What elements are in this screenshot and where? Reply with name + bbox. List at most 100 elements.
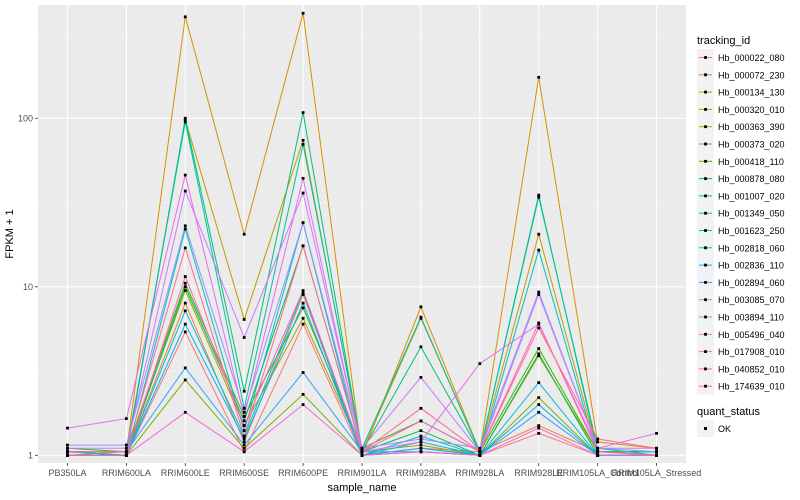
data-point-Hb_002836_110-RRIM600PE (301, 301, 305, 305)
data-point-Hb_174639_010-RRIM600PE (301, 244, 305, 248)
data-point-Hb_000373_020-RRIM600PE (301, 392, 305, 396)
data-point-Hb_000418_110-RRIM928LE (537, 347, 541, 350)
data-point-Hb_000022_080-RRIM928LE (537, 431, 541, 435)
data-point-Hb_017908_010-RRIM928LE (537, 426, 541, 430)
x-tick-label: RRIM600LA (102, 468, 151, 478)
data-point-Hb_040852_010-RRIM600SE (242, 424, 246, 428)
data-point-Hb_001007_020-RRIM600PE (301, 111, 305, 115)
data-point-Hb_174639_010-RRIM928LA (478, 450, 482, 454)
x-tick-label: RRIM928BA (396, 468, 446, 478)
data-point-Hb_174639_010-RRIM600LE (183, 246, 187, 250)
data-point-Hb_000373_020-RRIM928LE (537, 396, 541, 399)
data-point-Hb_003894_110-RRIM600LA (124, 446, 128, 450)
legend-key-point (704, 367, 707, 371)
data-point-Hb_003085_070-PB350LA (66, 443, 69, 447)
data-point-Hb_003894_110-PB350LA (66, 446, 69, 450)
data-point-Hb_003085_070-RRIM928BA (419, 437, 423, 441)
data-point-Hb_003894_110-RRIM901LA (360, 446, 364, 450)
data-point-Hb_174639_010-PB350LA (66, 450, 69, 454)
data-point-Hb_001007_020-RRIM928BA (419, 345, 423, 349)
legend-label: Hb_017908_010 (718, 347, 785, 357)
data-point-Hb_040852_010-PB350LA (66, 453, 69, 457)
data-point-Hb_000363_390-RRIM600LE (183, 289, 187, 292)
data-point-Hb_002894_060-RRIM600SE (242, 443, 246, 447)
data-point-Hb_000022_080-RRIM600LE (183, 330, 187, 334)
data-point-Hb_017908_010-RRIM105LA_Control (596, 453, 600, 457)
data-point-Hb_005496_040-RRIM600LA (124, 417, 128, 421)
data-point-Hb_001623_250-RRIM928LE (537, 248, 541, 252)
legend-label: Hb_001623_250 (718, 226, 785, 236)
data-point-Hb_000418_110-RRIM600PE (301, 306, 305, 310)
legend-key-point (704, 142, 707, 146)
data-point-Hb_002818_060-RRIM600PE (301, 290, 305, 294)
data-point-Hb_000072_230-RRIM928LE (537, 424, 541, 428)
legend-label: Hb_000134_130 (718, 88, 785, 98)
data-point-Hb_002836_110-RRIM928BA (419, 446, 423, 450)
data-point-Hb_000022_080-RRIM600PE (301, 322, 305, 326)
data-point-Hb_017908_010-RRIM928BA (419, 450, 423, 454)
data-point-Hb_000363_390-RRIM928LE (537, 354, 541, 358)
legend-key-point (704, 315, 707, 319)
data-point-Hb_174639_010-RRIM928LE (537, 326, 541, 330)
legend-title: tracking_id (697, 35, 750, 47)
x-tick-label: RRIM105LA_Control (556, 468, 639, 478)
data-point-Hb_000134_130-RRIM928LE (537, 75, 541, 79)
data-point-Hb_002894_060-RRIM600LE (183, 366, 187, 370)
legend-label: Hb_002836_110 (718, 261, 784, 271)
data-point-Hb_174639_010-RRIM600SE (242, 434, 246, 438)
data-point-Hb_000418_110-RRIM600LE (183, 281, 187, 285)
legend-label: Hb_000022_080 (718, 53, 785, 63)
data-point-Hb_003894_110-RRIM600PE (301, 191, 305, 195)
data-point-Hb_003894_110-RRIM600SE (242, 336, 246, 339)
data-point-Hb_000134_130-RRIM600LE (183, 15, 187, 19)
legend-key-point (704, 384, 707, 388)
data-point-Hb_001007_020-RRIM928LE (537, 193, 541, 197)
x-tick-label: RRIM928LA (455, 468, 504, 478)
legend-key-point (704, 281, 707, 284)
data-point-Hb_040852_010-RRIM600LE (183, 275, 187, 278)
legend-quant-status: quant_status OK (697, 406, 760, 437)
data-point-Hb_002836_110-RRIM600LE (183, 322, 187, 326)
data-point-Hb_003085_070-RRIM928LA (478, 446, 482, 450)
data-point-Hb_001349_050-RRIM928BA (419, 315, 423, 319)
data-point-Hb_002894_060-RRIM600PE (301, 371, 305, 374)
data-point-Hb_001623_250-RRIM600SE (242, 429, 246, 433)
data-point-Hb_000072_230-RRIM600SE (242, 440, 246, 444)
data-point-Hb_017908_010-RRIM600LE (183, 410, 187, 414)
data-points (66, 11, 658, 457)
data-point-Hb_000134_130-RRIM600SE (242, 232, 246, 236)
legend-key-point (704, 229, 707, 232)
y-tick-label: 10 (23, 282, 33, 292)
x-tick-label: RRIM600SE (219, 468, 269, 478)
data-point-Hb_000320_010-RRIM600LE (183, 118, 187, 122)
data-point-Hb_000134_130-RRIM105LA_Control (596, 440, 600, 444)
data-point-Hb_003894_110-RRIM600LE (183, 189, 187, 193)
data-point-Hb_005496_040-RRIM105LA_Control (596, 446, 600, 450)
legend-label: Hb_000878_080 (718, 174, 785, 184)
data-point-Hb_002836_110-RRIM600SE (242, 437, 246, 441)
legend-label: Hb_001349_050 (718, 209, 785, 219)
data-point-Hb_000363_390-RRIM928BA (419, 443, 423, 447)
x-tick-label: RRIM105LA_Stressed (612, 468, 702, 478)
y-tick-label: 100 (18, 113, 33, 123)
data-point-Hb_000363_390-RRIM600PE (301, 316, 305, 320)
x-axis: PB350LA RRIM600LA RRIM600LE RRIM600SE RRIM60… (48, 463, 701, 478)
legend-key-point (704, 108, 707, 111)
data-point-Hb_003085_070-RRIM928LE (537, 290, 541, 294)
data-point-Hb_002818_060-RRIM928LE (537, 381, 541, 384)
legend-label: Hb_000363_390 (718, 122, 785, 132)
data-point-Hb_001623_250-RRIM928BA (419, 434, 423, 438)
legend-label: Hb_003085_070 (718, 295, 785, 305)
data-point-Hb_005496_040-PB350LA (66, 426, 69, 430)
legend-key-point (704, 298, 707, 302)
data-point-Hb_002818_060-RRIM600LE (183, 309, 187, 313)
y-axis: 1 10 100 (18, 113, 38, 460)
legend-label: OK (718, 424, 731, 434)
legend-quant-status-title: quant_status (697, 406, 760, 418)
data-point-Hb_017908_010-RRIM600SE (242, 450, 246, 454)
data-point-Hb_002836_110-RRIM928LE (537, 403, 541, 406)
legend-key-point (704, 73, 707, 77)
data-point-Hb_001349_050-RRIM600LE (183, 120, 187, 124)
data-point-Hb_174639_010-RRIM105LA_Stressed (655, 446, 658, 450)
legend-key-point (704, 56, 707, 59)
